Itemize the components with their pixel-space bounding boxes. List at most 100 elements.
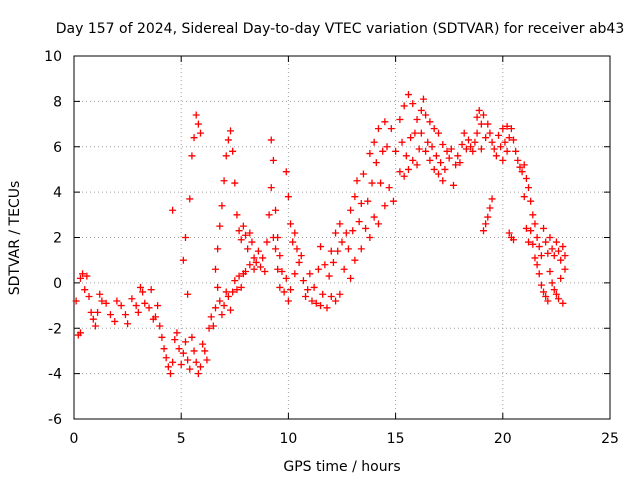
data-point bbox=[274, 265, 282, 273]
data-point bbox=[222, 288, 230, 296]
data-point bbox=[156, 322, 164, 330]
data-point bbox=[222, 152, 230, 160]
data-point bbox=[535, 270, 543, 278]
data-point bbox=[250, 265, 258, 273]
data-point bbox=[323, 304, 331, 312]
data-point bbox=[424, 138, 432, 146]
grid-layer bbox=[74, 56, 610, 419]
data-point bbox=[490, 145, 498, 153]
data-point bbox=[314, 265, 322, 273]
data-point bbox=[237, 236, 245, 244]
data-point bbox=[272, 206, 280, 214]
data-point bbox=[227, 306, 235, 314]
data-point bbox=[147, 286, 155, 294]
data-point bbox=[396, 168, 404, 176]
data-point bbox=[353, 177, 361, 185]
data-point bbox=[430, 125, 438, 133]
data-point bbox=[409, 100, 417, 108]
data-point bbox=[169, 206, 177, 214]
data-point bbox=[402, 152, 410, 160]
data-point bbox=[387, 125, 395, 133]
data-point bbox=[117, 302, 125, 310]
data-point bbox=[495, 131, 503, 139]
data-point bbox=[181, 338, 189, 346]
y-tick-label: -2 bbox=[48, 321, 62, 337]
data-point bbox=[357, 245, 365, 253]
data-point bbox=[484, 120, 492, 128]
data-point bbox=[439, 140, 447, 148]
data-point bbox=[404, 91, 412, 99]
data-point bbox=[514, 156, 522, 164]
data-point bbox=[154, 302, 162, 310]
data-point bbox=[76, 274, 84, 282]
y-tick-label: 6 bbox=[53, 140, 62, 156]
data-point bbox=[282, 274, 290, 282]
data-point bbox=[400, 102, 408, 110]
data-point bbox=[366, 150, 374, 158]
data-point bbox=[520, 161, 528, 169]
data-point bbox=[419, 95, 427, 103]
data-point bbox=[441, 165, 449, 173]
data-point bbox=[186, 365, 194, 373]
data-point bbox=[552, 238, 560, 246]
data-point bbox=[282, 168, 290, 176]
data-point bbox=[407, 134, 415, 142]
data-point bbox=[338, 238, 346, 246]
y-tick-label: 10 bbox=[44, 49, 62, 65]
data-point bbox=[235, 227, 243, 235]
data-point bbox=[158, 333, 166, 341]
data-point bbox=[477, 120, 485, 128]
data-point bbox=[389, 197, 397, 205]
data-point bbox=[557, 274, 565, 282]
data-point bbox=[160, 345, 168, 353]
data-point bbox=[533, 261, 541, 269]
data-point bbox=[98, 297, 106, 305]
data-point bbox=[422, 147, 430, 155]
data-point bbox=[329, 258, 337, 266]
data-point bbox=[542, 238, 550, 246]
data-point bbox=[291, 270, 299, 278]
data-point bbox=[284, 193, 292, 201]
data-point bbox=[81, 286, 89, 294]
data-point bbox=[347, 206, 355, 214]
data-point bbox=[124, 320, 132, 328]
x-tick-label: 20 bbox=[494, 431, 512, 447]
data-point bbox=[542, 292, 550, 300]
data-point bbox=[259, 254, 267, 262]
data-point bbox=[510, 236, 518, 244]
data-point bbox=[317, 302, 325, 310]
data-point bbox=[428, 143, 436, 151]
data-point bbox=[246, 229, 254, 237]
y-tick-label: -6 bbox=[48, 412, 62, 428]
data-point bbox=[332, 297, 340, 305]
data-point bbox=[537, 252, 545, 260]
data-point bbox=[480, 227, 488, 235]
data-point bbox=[205, 324, 213, 332]
data-point bbox=[437, 159, 445, 167]
data-point bbox=[196, 363, 204, 371]
data-point bbox=[550, 252, 558, 260]
data-point bbox=[199, 340, 207, 348]
data-point bbox=[349, 227, 357, 235]
data-point bbox=[512, 147, 520, 155]
data-point bbox=[179, 349, 187, 357]
y-axis-label: SDTVAR / TECUs bbox=[7, 181, 23, 296]
data-point bbox=[445, 154, 453, 162]
data-point bbox=[411, 129, 419, 137]
data-point bbox=[336, 290, 344, 298]
data-point bbox=[190, 347, 198, 355]
data-point bbox=[467, 143, 475, 151]
data-point bbox=[501, 138, 509, 146]
data-point bbox=[293, 245, 301, 253]
data-point bbox=[121, 311, 129, 319]
data-point bbox=[559, 243, 567, 251]
data-point bbox=[357, 199, 365, 207]
data-point bbox=[188, 152, 196, 160]
data-point bbox=[224, 136, 232, 144]
data-point bbox=[89, 315, 97, 323]
data-point bbox=[327, 292, 335, 300]
data-point bbox=[454, 152, 462, 160]
data-point bbox=[169, 358, 177, 366]
data-points bbox=[72, 91, 569, 378]
data-point bbox=[439, 177, 447, 185]
